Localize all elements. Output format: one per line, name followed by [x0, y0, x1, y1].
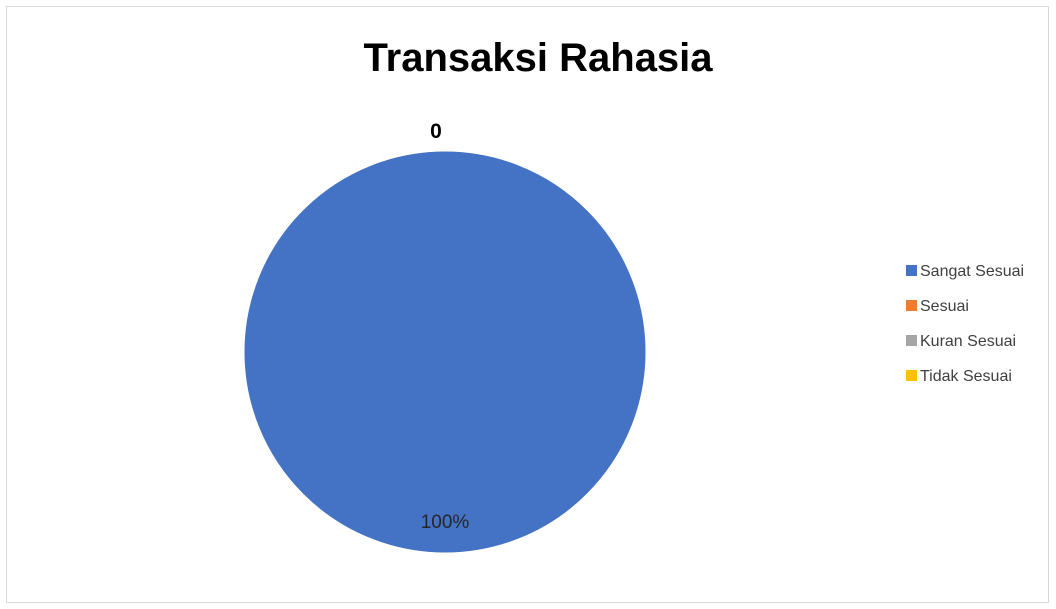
zero-value-label: 0 [430, 120, 442, 143]
legend-label-sangat-sesuai: Sangat Sesuai [920, 263, 1024, 280]
pie-slice-sangat-sesuai [243, 150, 647, 554]
chart-title: Transaksi Rahasia [363, 36, 713, 80]
legend-swatch-sangat-sesuai [906, 265, 917, 276]
legend-swatch-sesuai [906, 300, 917, 311]
slice-label-sangat-sesuai: 100% [421, 512, 470, 533]
pie-slices [243, 150, 647, 554]
legend-swatch-kuran-sesuai [906, 335, 917, 346]
legend-label-kuran-sesuai: Kuran Sesuai [920, 333, 1016, 350]
legend-label-sesuai: Sesuai [920, 298, 969, 315]
legend-label-tidak-sesuai: Tidak Sesuai [920, 368, 1012, 385]
legend-swatch-tidak-sesuai [906, 370, 917, 381]
legend: Sangat Sesuai Sesuai Kuran Sesuai Tidak Ses… [906, 263, 1024, 385]
